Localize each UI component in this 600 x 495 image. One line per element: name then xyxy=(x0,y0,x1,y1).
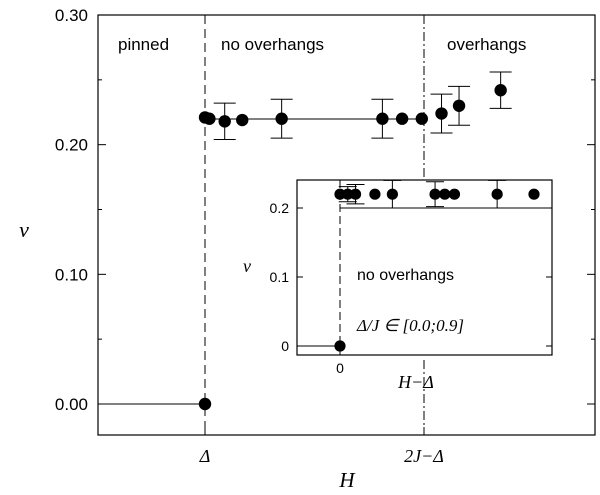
main-data-point xyxy=(203,112,216,125)
inset-y-tick-label: 0.2 xyxy=(270,200,290,216)
inset-data-point xyxy=(386,188,398,200)
region-label-pinned: pinned xyxy=(118,35,169,54)
inset-data-point xyxy=(342,188,354,200)
inset-x-axis-label: H−Δ xyxy=(397,372,434,392)
main-x-tick-label: 2J−Δ xyxy=(404,446,444,466)
main-data-point xyxy=(236,113,249,127)
inset-x-tick-label: 0 xyxy=(336,360,344,376)
main-plot-frame xyxy=(97,14,596,436)
inset-data-point xyxy=(429,188,441,200)
main-data-point xyxy=(435,107,448,120)
main-data-point xyxy=(415,112,429,125)
inset-data-point xyxy=(334,340,346,352)
main-data-point xyxy=(198,397,212,411)
inset-data-point xyxy=(491,188,503,200)
inset-data-point xyxy=(448,188,461,200)
main-data-point xyxy=(494,84,507,97)
inset-annotation-no-overhangs: no overhangs xyxy=(357,267,454,284)
inset-y-axis-label: ν xyxy=(243,256,251,276)
main-data-points xyxy=(198,71,512,411)
inset-data-point xyxy=(349,188,362,200)
main-y-tick-label: 0.10 xyxy=(55,265,88,284)
inset-data-point xyxy=(528,188,540,200)
region-label-no-overhangs: no overhangs xyxy=(221,35,324,54)
main-y-tick-label: 0.30 xyxy=(55,6,88,25)
inset-y-ticks: 0 0.1 0.2 xyxy=(270,200,552,354)
inset-y-tick-label: 0 xyxy=(281,338,289,354)
x-axis-label: H xyxy=(338,468,356,492)
main-x-tick-label: Δ xyxy=(199,446,211,466)
main-x-ticks: Δ 2J−Δ xyxy=(199,427,444,466)
main-data-point xyxy=(395,112,409,125)
inset-data-points xyxy=(334,179,540,352)
inset-data-point xyxy=(369,188,381,200)
main-data-point xyxy=(275,112,288,125)
inset-parameter-range-text: Δ/J ∈ [0.0;0.9] xyxy=(356,316,464,335)
main-y-tick-label: 0.00 xyxy=(55,395,88,414)
main-data-point xyxy=(452,99,466,112)
main-data-point xyxy=(376,112,389,125)
inset-data-point xyxy=(334,188,346,200)
y-axis-label: ν xyxy=(19,217,29,242)
main-y-tick-label: 0.20 xyxy=(55,136,88,155)
main-y-ticks: 0.000.100.200.30 xyxy=(55,6,595,414)
inset-data-point xyxy=(439,188,451,200)
main-data-point xyxy=(218,115,231,128)
region-label-overhangs: overhangs xyxy=(447,35,526,54)
inset-y-tick-label: 0.1 xyxy=(270,269,290,285)
inset-parameter-range: Δ/J ∈ [0.0;0.9] xyxy=(356,316,464,335)
